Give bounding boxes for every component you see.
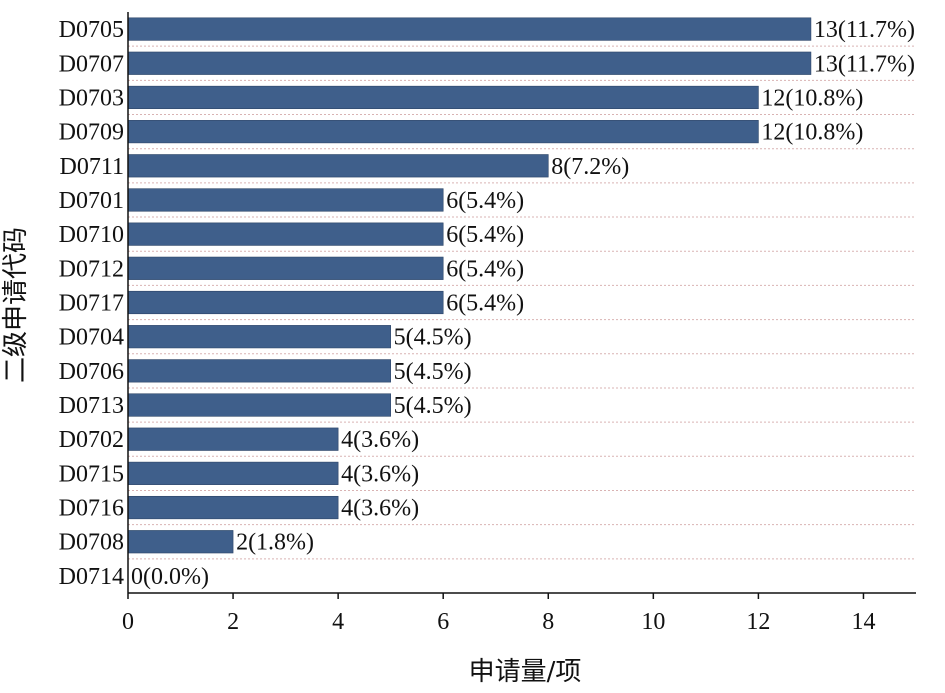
value-label: 13(11.7%) — [814, 17, 915, 43]
bar-d0707 — [127, 51, 812, 75]
axes — [127, 12, 916, 594]
value-label: 5(4.5%) — [394, 393, 472, 419]
value-label: 13(11.7%) — [814, 51, 915, 77]
bar-d0704 — [127, 325, 391, 349]
x-tick-label: 0 — [122, 609, 134, 635]
category-label: D0708 — [59, 530, 124, 556]
value-label: 6(5.4%) — [446, 222, 524, 248]
category-label: D0706 — [59, 359, 124, 385]
category-label: D0710 — [59, 222, 124, 248]
category-label: D0712 — [59, 256, 124, 282]
x-tick-label: 12 — [746, 609, 770, 635]
category-label: D0703 — [59, 85, 124, 111]
bar-d0701 — [127, 188, 444, 212]
category-label: D0714 — [59, 564, 124, 590]
value-label: 4(3.6%) — [341, 427, 419, 453]
category-label: D0709 — [59, 120, 124, 146]
bar-d0716 — [127, 495, 339, 520]
category-label: D0701 — [59, 188, 124, 214]
x-tick-label: 10 — [641, 609, 665, 635]
bar-d0706 — [127, 359, 391, 383]
x-tick-label: 8 — [542, 609, 554, 635]
bar-d0705 — [127, 17, 812, 41]
y-axis-title: 二级申请代码 — [1, 227, 31, 383]
category-label: D0704 — [59, 325, 124, 351]
x-tick-label: 4 — [332, 609, 344, 635]
value-label: 6(5.4%) — [446, 256, 524, 282]
value-label: 5(4.5%) — [394, 359, 472, 385]
x-ticks: 0 2 4 6 8 10 12 14 — [122, 593, 875, 635]
bar-d0709 — [127, 120, 759, 144]
category-label: D0707 — [59, 51, 124, 77]
x-tick-label: 14 — [851, 609, 875, 635]
category-labels: D0705 D0707 D0703 D0709 D0711 D0701 D0710 D0712… — [59, 17, 124, 590]
category-label: D0716 — [59, 496, 124, 522]
category-label: D0711 — [60, 154, 124, 180]
category-label: D0717 — [59, 291, 124, 317]
bar-d0710 — [127, 222, 444, 246]
x-tick-label: 6 — [437, 609, 449, 635]
value-label: 5(4.5%) — [394, 325, 472, 351]
value-label: 12(10.8%) — [761, 85, 863, 111]
x-axis-title: 申请量/项 — [469, 657, 582, 687]
bar-d0711 — [127, 154, 549, 178]
value-label: 6(5.4%) — [446, 291, 524, 317]
bar-d0708 — [127, 530, 234, 554]
category-label: D0715 — [59, 461, 124, 487]
value-label: 4(3.6%) — [341, 461, 419, 487]
bar-d0713 — [127, 393, 391, 417]
bar-d0712 — [127, 256, 444, 280]
value-label: 12(10.8%) — [761, 120, 863, 146]
bar-d0703 — [127, 85, 759, 110]
bars — [127, 17, 812, 554]
bar-d0702 — [127, 427, 339, 451]
value-labels: 13(11.7%) 13(11.7%) 12(10.8%) 12(10.8%) 8(7.… — [131, 17, 915, 590]
value-label: 6(5.4%) — [446, 188, 524, 214]
x-tick-label: 2 — [227, 609, 239, 635]
bar-d0715 — [127, 461, 339, 485]
value-label: 8(7.2%) — [551, 154, 629, 180]
category-label: D0713 — [59, 393, 124, 419]
value-label: 2(1.8%) — [236, 530, 314, 556]
bar-d0717 — [127, 290, 444, 315]
value-label: 0(0.0%) — [131, 564, 209, 590]
value-label: 4(3.6%) — [341, 496, 419, 522]
category-label: D0702 — [59, 427, 124, 453]
category-label: D0705 — [59, 17, 124, 43]
